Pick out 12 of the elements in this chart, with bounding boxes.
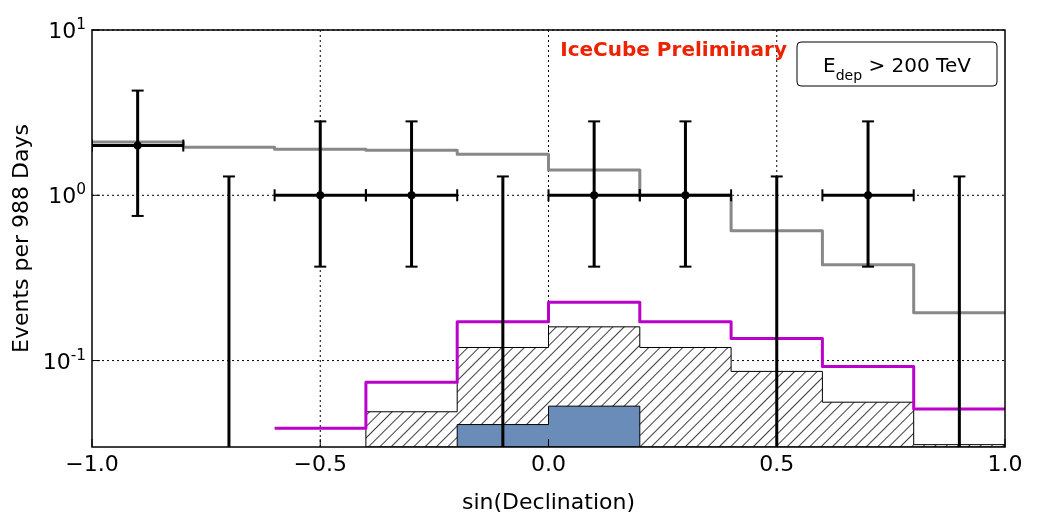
x-tick-label: 1.0: [987, 451, 1023, 476]
x-tick-label: −1.0: [65, 451, 119, 476]
x-tick-label: 0.5: [759, 451, 795, 476]
legend-title: E$_{dep}$ > 200 TeV: [823, 53, 972, 83]
y-tick-label: 10$^{0}$: [48, 180, 86, 209]
annotation: IceCube Preliminary: [560, 37, 787, 61]
y-tick-label: 10$^{1}$: [48, 15, 86, 43]
y-tick-label: 10$^{-1}$: [42, 345, 86, 374]
y-axis-title: Events per 988 Days: [8, 124, 33, 353]
x-tick-label: 0.0: [531, 451, 566, 476]
x-axis-title: sin(Declination): [461, 489, 636, 514]
x-tick-label: −0.5: [293, 451, 347, 476]
